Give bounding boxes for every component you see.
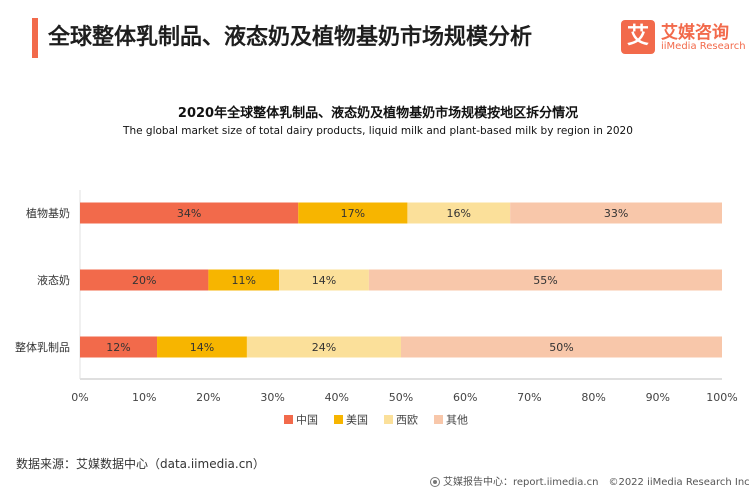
legend-swatch [334,415,343,424]
bar-segment [80,202,299,224]
data-label: 50% [549,341,573,354]
data-label: 11% [231,274,255,287]
bar-segment [279,269,369,291]
legend-entry: 其他 [446,414,468,427]
report-site: 艾媒报告中心：report.iimedia.cn [443,477,599,488]
legend-entry: 中国 [296,414,318,427]
x-tick-label: 100% [706,391,737,404]
x-tick-label: 40% [325,391,349,404]
x-tick-label: 30% [260,391,284,404]
category-label: 液态奶 [37,273,70,287]
legend-swatch [434,415,443,424]
data-source: 数据来源：艾媒数据中心（data.iimedia.cn） [16,457,265,471]
legend-entry: 美国 [346,414,368,427]
copyright: ©2022 iiMedia Research Inc [608,477,750,488]
data-label: 33% [604,207,628,220]
x-tick-label: 10% [132,391,156,404]
page-title: 全球整体乳制品、液态奶及植物基奶市场规模分析 [48,25,533,50]
category-label: 植物基奶 [26,206,70,220]
category-label: 整体乳制品 [15,340,70,354]
legend-swatch [384,415,393,424]
logo-mark-icon: 艾 [621,20,655,54]
logo-chinese-name: 艾媒咨询 [661,23,729,43]
data-label: 16% [447,207,471,220]
x-tick-label: 50% [389,391,413,404]
bar-segment [368,269,722,291]
bar-segment [80,336,158,358]
bar-segment [407,202,511,224]
x-tick-label: 70% [517,391,541,404]
legend-swatch [284,415,293,424]
bar-segment [208,269,280,291]
chart-title: 2020年全球整体乳制品、液态奶及植物基奶市场规模按地区拆分情况 [177,106,579,121]
x-tick-label: 80% [581,391,605,404]
data-label: 24% [312,341,336,354]
data-label: 20% [132,274,156,287]
footer: 艾媒报告中心：report.iimedia.cn ©2022 iiMedia Re… [430,473,750,488]
data-label: 12% [106,341,130,354]
x-tick-label: 20% [196,391,220,404]
x-tick-label: 0% [71,391,88,404]
chart-subtitle: The global market size of total dairy pr… [123,125,633,137]
data-label: 34% [177,207,201,220]
data-label: 17% [341,207,365,220]
data-label: 55% [533,274,557,287]
bar-segment [510,202,722,224]
bar-segment [80,269,209,291]
bar-segment [401,336,722,358]
iimedia-logo: 艾 艾媒咨询 iiMedia Research [621,18,747,58]
legend-entry: 西欧 [396,414,418,427]
bar-segment [246,336,401,358]
data-label: 14% [190,341,214,354]
report-center-icon [430,477,440,487]
x-tick-label: 90% [646,391,670,404]
data-label: 14% [312,274,336,287]
title-accent-bar [32,18,38,58]
bar-segment [298,202,408,224]
bar-segment [157,336,247,358]
logo-english-name: iiMedia Research [661,41,746,52]
x-tick-label: 60% [453,391,477,404]
